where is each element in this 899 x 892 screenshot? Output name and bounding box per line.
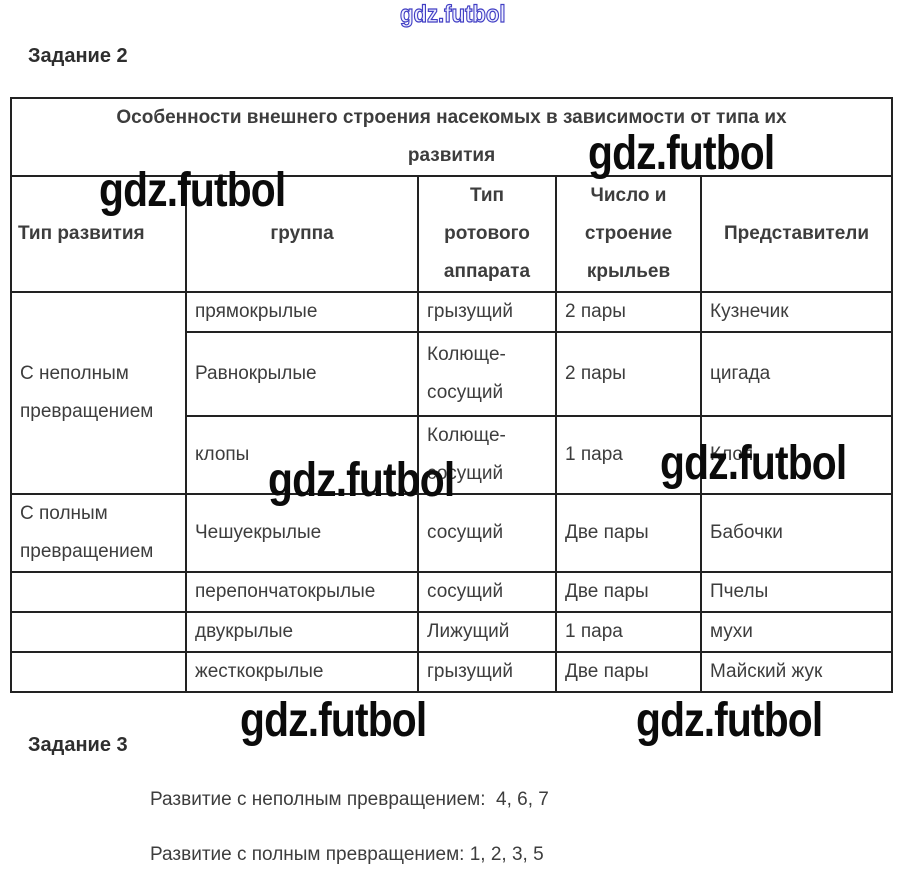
watermark-gdz-futbol-title: gdz.futbol bbox=[588, 127, 775, 180]
cell-wings: 2 пары bbox=[555, 291, 702, 333]
table-row: С неполным превращением прямокрылые грыз… bbox=[10, 291, 894, 495]
watermark-gdz-futbol-header: gdz.futbol bbox=[99, 164, 286, 217]
cell-representatives: Пчелы bbox=[699, 571, 894, 613]
cell-group: клопы bbox=[185, 415, 419, 495]
cell-wings: Две пары bbox=[555, 651, 702, 693]
cell-group: прямокрылые bbox=[185, 291, 419, 333]
cell-development-empty bbox=[10, 651, 187, 693]
cell-group: двукрылые bbox=[185, 611, 419, 653]
cell-representatives: мухи bbox=[699, 611, 894, 653]
cell-representatives: цигада bbox=[699, 331, 894, 417]
answer-complete-metamorphosis: Развитие с полным превращением: 1, 2, 3,… bbox=[150, 844, 544, 865]
table-title-line1: Особенности внешнего строения насекомых … bbox=[116, 107, 787, 128]
cell-representatives: Майский жук bbox=[699, 651, 894, 693]
cell-group: Равнокрылые bbox=[185, 331, 419, 417]
table-row: С полным превращением Чешуекрылые сосущи… bbox=[10, 493, 894, 573]
cell-mouthparts: сосущий bbox=[417, 493, 557, 573]
task2-heading: Задание 2 bbox=[28, 45, 128, 67]
col-header-development-type: Тип развития bbox=[10, 175, 187, 293]
cell-group: перепончатокрылые bbox=[185, 571, 419, 613]
cell-group: жесткокрылые bbox=[185, 651, 419, 693]
cell-development-empty bbox=[10, 611, 187, 653]
cell-development-empty bbox=[10, 571, 187, 613]
table-title-line2: развития bbox=[407, 145, 496, 166]
cell-wings: 1 пара bbox=[555, 415, 702, 495]
cell-group: Чешуекрылые bbox=[185, 493, 419, 573]
watermark-gdz-futbol-mid-left: gdz.futbol bbox=[268, 454, 455, 507]
watermark-gdz-futbol-top: gdz.futbol bbox=[399, 1, 506, 28]
cell-mouthparts: Колюще-сосущий bbox=[417, 331, 557, 417]
table-title-row: Особенности внешнего строения насекомых … bbox=[9, 97, 894, 177]
task3-heading: Задание 3 bbox=[28, 734, 128, 756]
col-header-group: группа bbox=[185, 175, 419, 293]
cell-development-complete: С полным превращением bbox=[10, 493, 187, 573]
cell-representatives: Кузнечик bbox=[699, 291, 894, 333]
cell-wings: 1 пара bbox=[555, 611, 702, 653]
table-row: двукрылые Лижущий 1 пара мухи bbox=[10, 611, 894, 653]
cell-representatives: Клоп bbox=[699, 415, 894, 495]
cell-mouthparts: Колюще-сосущий bbox=[417, 415, 557, 495]
cell-mouthparts: грызущий bbox=[417, 291, 557, 333]
cell-mouthparts: Лижущий bbox=[417, 611, 557, 653]
table-row: клопы Колюще-сосущий 1 пара Клоп bbox=[11, 415, 894, 495]
cell-development-incomplete: С неполным превращением bbox=[10, 291, 187, 495]
cell-wings: 2 пары bbox=[555, 331, 702, 417]
table-row: перепончатокрылые сосущий Две пары Пчелы bbox=[10, 571, 894, 613]
insects-table: Особенности внешнего строения насекомых … bbox=[9, 97, 894, 693]
cell-mouthparts: грызущий bbox=[417, 651, 557, 693]
cell-wings: Две пары bbox=[555, 493, 702, 573]
col-header-mouthparts: Тип ротового аппарата bbox=[417, 175, 557, 293]
answer-incomplete-metamorphosis: Развитие с неполным превращением: 4, 6, … bbox=[150, 789, 549, 810]
cell-wings: Две пары bbox=[555, 571, 702, 613]
col-header-wings: Число и строение крыльев bbox=[555, 175, 702, 293]
watermark-gdz-futbol-bottom-right: gdz.futbol bbox=[636, 694, 823, 747]
table-row: Равнокрылые Колюще-сосущий 2 пары цигада bbox=[11, 331, 894, 417]
table-header-row: Тип развития группа Тип ротового аппарат… bbox=[10, 175, 894, 293]
cell-mouthparts: сосущий bbox=[417, 571, 557, 613]
watermark-gdz-futbol-mid-right: gdz.futbol bbox=[660, 437, 847, 490]
table-row: жесткокрылые грызущий Две пары Майский ж… bbox=[10, 651, 894, 693]
watermark-gdz-futbol-bottom-left: gdz.futbol bbox=[240, 694, 427, 747]
table-title: Особенности внешнего строения насекомых … bbox=[9, 97, 894, 177]
cell-representatives: Бабочки bbox=[699, 493, 894, 573]
col-header-representatives: Представители bbox=[699, 175, 894, 293]
